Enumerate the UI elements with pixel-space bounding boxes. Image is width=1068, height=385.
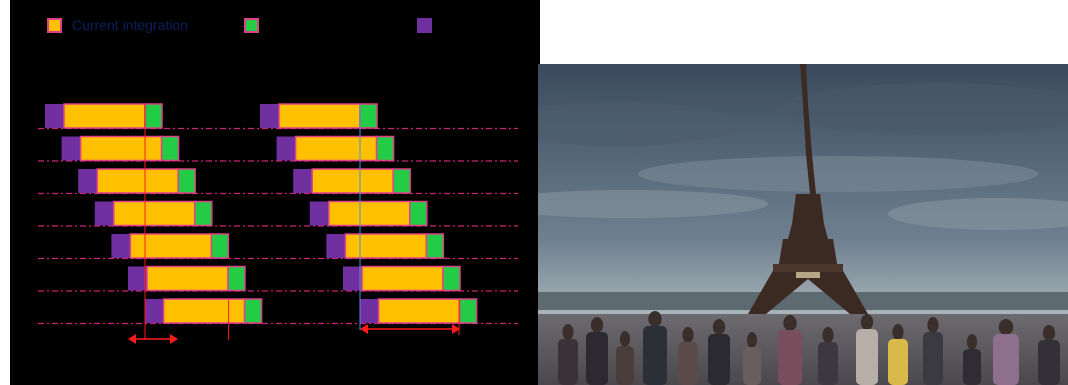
readout-segment <box>227 265 246 292</box>
person-body <box>558 339 578 385</box>
reset-segment <box>94 201 114 226</box>
readout-segment <box>409 200 428 227</box>
person-body <box>643 326 667 385</box>
integration-segment <box>361 265 444 292</box>
person-body <box>778 330 802 385</box>
person-head <box>860 314 874 330</box>
person-head <box>927 317 939 333</box>
reset-segment <box>359 299 379 323</box>
legend-label-integration: Current integration <box>72 17 188 33</box>
eiffel-tower <box>748 64 868 314</box>
readout-segment <box>392 168 411 194</box>
tower-platform <box>773 264 843 272</box>
person-body <box>856 329 878 385</box>
reset-segment <box>260 104 279 128</box>
timing-diagram <box>38 103 518 344</box>
integration-segment <box>294 135 378 162</box>
person-head <box>998 319 1014 335</box>
person-head <box>648 311 662 327</box>
person-body <box>708 334 730 385</box>
person-head <box>966 334 978 350</box>
readout-segment <box>442 265 461 292</box>
person-head <box>1042 325 1056 341</box>
reset-segment <box>78 169 98 193</box>
reset-segment <box>45 104 64 128</box>
person-head <box>892 324 904 340</box>
legend-swatch-integration <box>47 18 62 33</box>
person-head <box>712 319 726 335</box>
tower-spire <box>800 64 816 194</box>
delay-arrow-right-head-right <box>452 324 460 334</box>
person-head <box>746 332 758 348</box>
integration-segment <box>278 103 361 129</box>
integration-segment <box>377 298 461 324</box>
reset-segment <box>276 136 296 161</box>
readout-segment <box>425 233 445 259</box>
person-body <box>678 342 698 385</box>
person-body <box>888 339 908 385</box>
reset-segment <box>111 234 131 258</box>
integration-segment <box>146 265 229 292</box>
legend-swatch-readout <box>244 18 259 33</box>
legend-swatch-reset <box>417 18 432 33</box>
tower-base <box>748 269 868 314</box>
delay-arrow-left-head-right <box>170 334 178 344</box>
person-body <box>1038 340 1060 385</box>
person-head <box>822 327 834 343</box>
timing-diagram-panel: Current integration <box>10 0 540 385</box>
reset-segment <box>309 201 329 226</box>
person-head <box>682 327 694 343</box>
integration-segment <box>79 135 163 162</box>
person-body <box>586 332 608 385</box>
person-body <box>818 342 838 385</box>
reset-segment <box>326 234 346 258</box>
tower-middle <box>778 239 838 269</box>
integration-segment <box>344 233 428 259</box>
integration-segment <box>311 168 394 194</box>
person-body <box>923 332 943 385</box>
delay-arrow-left-head-left <box>128 334 136 344</box>
eiffel-tower-photo <box>538 64 1068 385</box>
delay-arrow-right-head-left <box>360 324 368 334</box>
person-body <box>963 349 981 385</box>
readout-segment <box>177 168 196 194</box>
reset-segment <box>293 169 313 193</box>
photo-panel <box>538 64 1068 385</box>
person-head <box>619 331 631 347</box>
readout-segment <box>210 233 230 259</box>
crowd <box>558 311 1060 385</box>
readout-segment <box>160 135 180 162</box>
tower-upper <box>788 194 828 239</box>
integration-segment <box>328 200 411 227</box>
readout-segment <box>144 103 163 129</box>
integration-segment <box>96 168 179 194</box>
person-head <box>783 315 797 331</box>
horizon-buildings <box>538 292 1068 310</box>
integration-segment <box>63 103 146 129</box>
reset-segment <box>61 136 81 161</box>
person-body <box>993 334 1019 385</box>
person-head <box>590 317 604 333</box>
tower-lights <box>796 272 820 278</box>
readout-segment <box>375 135 395 162</box>
readout-segment <box>359 103 378 129</box>
integration-segment <box>129 233 213 259</box>
readout-segment <box>243 298 263 324</box>
integration-segment <box>162 298 246 324</box>
clouds <box>538 83 1068 230</box>
person-head <box>562 324 574 340</box>
person-body <box>616 346 634 385</box>
readout-segment <box>458 298 478 324</box>
reset-segment <box>128 266 147 291</box>
reset-segment <box>343 266 362 291</box>
reset-segment <box>144 299 164 323</box>
person-body <box>743 347 761 385</box>
integration-segment <box>113 200 196 227</box>
readout-segment <box>194 200 213 227</box>
